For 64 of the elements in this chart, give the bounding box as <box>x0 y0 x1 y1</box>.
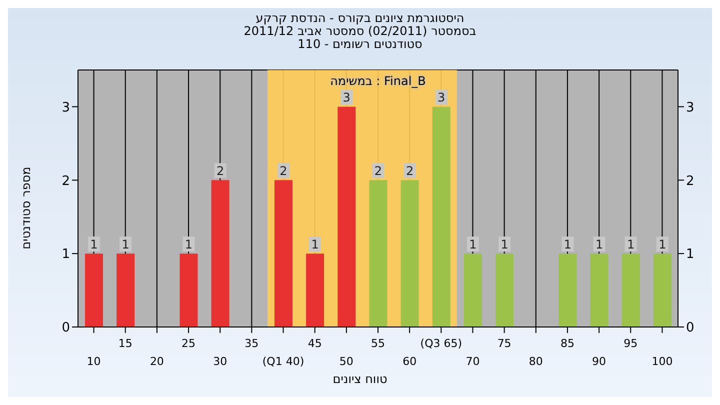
bar <box>590 254 608 327</box>
y-axis-title: מספר סטודנטים <box>19 166 33 250</box>
x-axis-title: טווח ציונים <box>332 372 388 386</box>
y-tick-label: 0 <box>62 320 70 336</box>
data-label: 2 <box>406 164 414 178</box>
x-tick-label: 85 <box>560 337 574 350</box>
data-label: 1 <box>90 238 98 252</box>
data-label: 3 <box>342 90 350 105</box>
bar <box>274 180 292 327</box>
bar <box>653 254 672 327</box>
y-tick-label: 1 <box>62 247 70 262</box>
x-tick-label: 50 <box>339 355 354 368</box>
x-tick-label: 80 <box>528 355 543 368</box>
bar <box>622 254 640 327</box>
bar <box>432 106 450 327</box>
bar <box>338 106 356 327</box>
data-label: 2 <box>216 164 224 178</box>
bar <box>180 254 198 327</box>
data-label: 2 <box>374 164 382 178</box>
data-label: 3 <box>438 90 446 105</box>
y2-tick-label: 0 <box>686 320 694 336</box>
x-tick-label: 60 <box>402 355 417 368</box>
bar <box>400 180 419 327</box>
x-tick-label: (Q3 65) <box>420 337 462 350</box>
data-label: 1 <box>184 238 193 252</box>
x-tick-label: 100 <box>652 355 673 368</box>
chart-title: היסטוגרמת ציונים בקורס - הנדסת קרקע <box>254 11 466 25</box>
data-label: 1 <box>564 238 572 252</box>
x-tick-label: 55 <box>371 337 385 350</box>
bar <box>211 180 230 327</box>
chart-subtitle: בסמסטר (02/2011) סמסטר אביב 2011/12 סטודנטים רשומים - 110 <box>242 24 478 51</box>
bar <box>85 254 103 327</box>
x-tick-label: 20 <box>150 355 164 368</box>
y2-tick-label: 2 <box>686 174 694 189</box>
data-label: 1 <box>500 238 508 252</box>
x-tick-label: (Q1 40) <box>262 355 304 368</box>
y-tick-label: 2 <box>62 174 70 189</box>
x-tick-label: 30 <box>213 355 228 368</box>
data-label: 1 <box>311 238 319 252</box>
data-label: 1 <box>658 238 666 252</box>
data-label: 1 <box>627 238 635 252</box>
data-label: 1 <box>595 238 604 252</box>
x-tick-label: 25 <box>182 337 196 350</box>
bar <box>116 254 135 327</box>
bar <box>369 180 388 327</box>
x-tick-label: 35 <box>244 337 259 350</box>
x-tick-label: 70 <box>466 355 480 368</box>
bar <box>464 254 482 327</box>
data-label: 2 <box>280 164 288 178</box>
x-tick-label: 45 <box>308 337 322 350</box>
bar <box>306 254 324 327</box>
y2-tick-label: 1 <box>686 247 694 262</box>
data-label: 1 <box>469 238 477 252</box>
x-tick-label: 15 <box>118 337 132 350</box>
x-tick-label: 75 <box>497 337 512 350</box>
annotation: במשימה : Final_B <box>329 74 427 88</box>
bar <box>558 254 577 327</box>
x-tick-label: 95 <box>624 337 638 350</box>
y2-tick-label: 3 <box>686 100 694 116</box>
x-tick-label: 90 <box>592 355 606 368</box>
y-tick-label: 3 <box>62 100 70 116</box>
bar <box>496 254 514 327</box>
x-tick-label: 10 <box>86 355 101 368</box>
data-label: 1 <box>122 238 130 252</box>
